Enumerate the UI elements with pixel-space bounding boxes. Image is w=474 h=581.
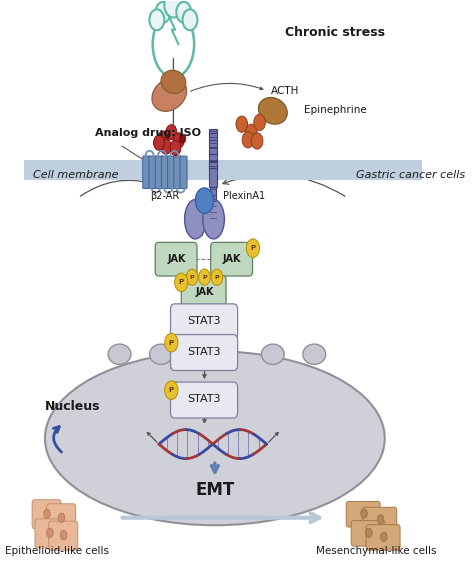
Text: Analog drug: ISO: Analog drug: ISO [95,128,201,138]
FancyBboxPatch shape [155,242,197,276]
Ellipse shape [184,199,206,239]
Text: Cell membrane: Cell membrane [33,170,118,180]
Circle shape [254,114,265,131]
Circle shape [166,125,177,140]
Text: P: P [179,279,184,285]
Ellipse shape [303,344,326,364]
Circle shape [246,239,260,257]
Ellipse shape [258,98,287,124]
Circle shape [44,509,50,518]
Circle shape [173,133,184,148]
Circle shape [60,530,67,540]
Bar [210,187,216,221]
FancyBboxPatch shape [46,504,76,533]
Circle shape [182,9,198,30]
FancyBboxPatch shape [149,156,156,188]
Circle shape [179,134,186,144]
Text: Mesenchymal-like cells: Mesenchymal-like cells [316,546,437,557]
FancyBboxPatch shape [143,156,150,188]
Text: JAK: JAK [167,254,186,264]
Text: JAK: JAK [195,286,214,297]
Circle shape [211,269,223,285]
Text: STAT3: STAT3 [188,316,221,326]
Text: STAT3: STAT3 [188,347,221,357]
FancyBboxPatch shape [211,242,253,276]
Ellipse shape [150,344,173,364]
Text: ACTH: ACTH [271,85,299,95]
Text: STAT3: STAT3 [188,394,221,404]
FancyBboxPatch shape [168,156,174,188]
Circle shape [236,116,247,132]
Circle shape [155,2,171,23]
Circle shape [174,273,188,292]
FancyBboxPatch shape [180,156,187,188]
Circle shape [46,528,53,537]
Ellipse shape [152,78,187,111]
Circle shape [246,124,257,141]
Circle shape [195,188,214,213]
Circle shape [381,532,387,541]
Text: P: P [215,275,219,279]
FancyBboxPatch shape [171,382,237,418]
FancyBboxPatch shape [32,500,61,529]
Text: Epinephrine: Epinephrine [304,105,367,114]
Text: P: P [202,275,207,279]
Circle shape [186,269,198,285]
Bar [24,160,422,170]
Circle shape [170,141,181,156]
FancyBboxPatch shape [346,501,380,527]
FancyBboxPatch shape [366,525,400,550]
Text: P: P [190,275,194,279]
Text: PlexinA1: PlexinA1 [223,191,265,201]
Text: JAK: JAK [223,254,241,264]
Circle shape [161,139,171,155]
Circle shape [158,131,168,146]
Circle shape [164,381,178,400]
Circle shape [176,2,191,23]
Ellipse shape [108,344,131,364]
Bar [209,130,217,169]
FancyBboxPatch shape [49,521,78,550]
Circle shape [154,135,164,150]
FancyBboxPatch shape [363,507,397,533]
Text: Nucleus: Nucleus [45,400,100,413]
FancyBboxPatch shape [351,521,385,546]
FancyBboxPatch shape [155,156,162,188]
Text: β2-AR: β2-AR [151,191,180,201]
Circle shape [377,515,384,524]
Text: Chronic stress: Chronic stress [285,26,385,39]
Text: P: P [169,387,174,393]
Circle shape [251,133,263,149]
Text: Epithelioid-like cells: Epithelioid-like cells [5,546,109,557]
Circle shape [361,509,367,518]
Ellipse shape [161,70,186,94]
Circle shape [242,132,254,148]
Bar [24,170,422,180]
Ellipse shape [203,199,224,239]
Ellipse shape [45,352,385,525]
Ellipse shape [262,344,284,364]
FancyBboxPatch shape [161,156,168,188]
FancyBboxPatch shape [171,304,237,340]
Text: P: P [250,245,255,251]
Text: EMT: EMT [195,482,235,500]
Circle shape [58,513,65,522]
FancyBboxPatch shape [174,156,181,188]
Circle shape [199,269,210,285]
Text: P: P [169,340,174,346]
Text: Gastric cancer cells: Gastric cancer cells [356,170,465,180]
FancyBboxPatch shape [35,519,64,548]
Circle shape [149,9,164,30]
FancyBboxPatch shape [181,275,226,309]
Circle shape [164,333,178,352]
Circle shape [164,0,182,17]
Bar [209,162,217,187]
FancyBboxPatch shape [171,335,237,371]
Circle shape [365,528,372,537]
